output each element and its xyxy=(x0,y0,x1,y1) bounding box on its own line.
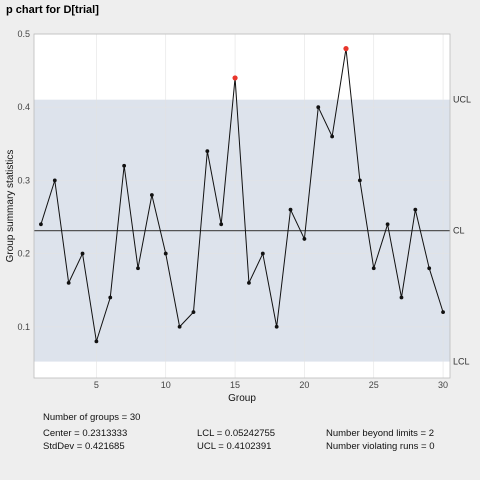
data-point xyxy=(302,237,307,241)
data-point xyxy=(357,178,362,183)
plot-border xyxy=(33,33,451,379)
data-point xyxy=(66,280,71,285)
data-point xyxy=(39,222,43,227)
ucl-label: UCL xyxy=(453,95,471,105)
data-point xyxy=(441,310,445,315)
y-tick-label: 0.4 xyxy=(17,102,30,112)
data-point xyxy=(80,251,85,256)
data-point xyxy=(149,193,154,197)
data-point xyxy=(163,251,168,256)
out-of-control-point xyxy=(343,46,349,52)
x-tick-label: 20 xyxy=(299,380,309,390)
data-point xyxy=(177,324,182,329)
data-point xyxy=(94,339,99,344)
data-point xyxy=(288,207,293,212)
x-tick-label: 15 xyxy=(230,380,240,390)
data-point xyxy=(413,207,418,212)
data-point xyxy=(260,251,265,256)
data-point xyxy=(108,295,113,300)
x-tick-label: 10 xyxy=(161,380,171,390)
data-point xyxy=(330,134,335,139)
chart-title: p chart for D[trial] xyxy=(6,4,99,16)
data-point xyxy=(191,310,196,315)
lcl-label: LCL xyxy=(453,357,470,367)
data-point xyxy=(136,266,140,271)
y-tick-label: 0.3 xyxy=(17,175,30,185)
data-point xyxy=(399,295,404,300)
cl-label: CL xyxy=(453,226,465,236)
y-tick-label: 0.2 xyxy=(17,249,30,259)
x-tick-label: 30 xyxy=(438,380,448,390)
y-tick-label: 0.5 xyxy=(17,29,30,39)
data-point xyxy=(205,149,210,154)
data-point xyxy=(219,222,224,227)
y-axis-title: Group summary statistics xyxy=(5,150,16,263)
y-tick-label: 0.1 xyxy=(17,322,30,332)
out-of-control-point xyxy=(232,75,238,81)
x-tick-label: 5 xyxy=(94,380,99,390)
data-point xyxy=(247,280,251,285)
x-tick-label: 25 xyxy=(369,380,379,390)
data-point xyxy=(385,222,390,227)
data-point xyxy=(274,324,279,329)
series-line xyxy=(40,48,444,342)
data-point xyxy=(316,105,321,110)
data-point xyxy=(52,178,57,183)
data-point xyxy=(427,266,432,271)
x-axis-title: Group xyxy=(228,393,256,404)
data-point xyxy=(122,163,127,168)
data-point xyxy=(371,266,376,271)
